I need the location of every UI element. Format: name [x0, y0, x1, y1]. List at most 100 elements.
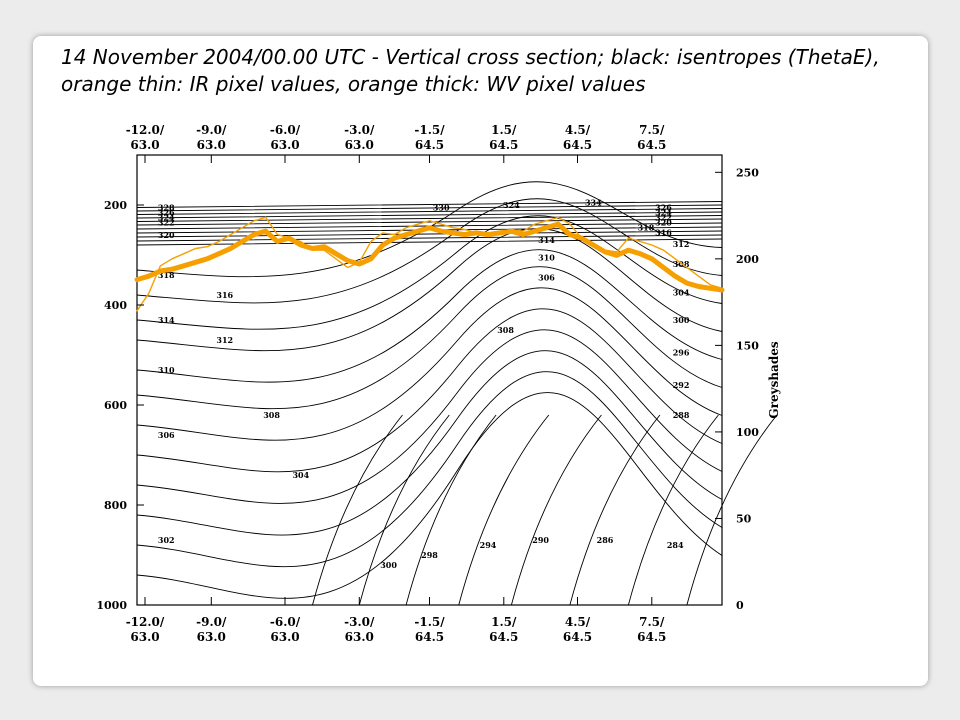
location-lon-label: -9.0/ [196, 123, 227, 137]
location-lat-label: 64.5 [637, 138, 666, 152]
location-lat-label: 64.5 [563, 138, 592, 152]
isentrope-label: 316 [216, 290, 233, 300]
left-tick-label: 600 [104, 399, 127, 412]
isentrope-label: 292 [673, 380, 690, 390]
location-lat-label: 63.0 [270, 138, 299, 152]
isentrope-low-5 [569, 414, 661, 606]
isentrope-label: 324 [503, 200, 520, 210]
isentrope-label: 322 [158, 218, 175, 228]
isentrope-label: 330 [433, 203, 450, 213]
location-lat-label: 63.0 [270, 630, 299, 644]
isentrope-label: 334 [585, 198, 602, 208]
isentrope-label: 320 [655, 218, 672, 228]
isentrope-label: 316 [655, 228, 672, 238]
isentrope-mid-11 [136, 392, 723, 599]
location-lon-label: -1.5/ [414, 615, 445, 629]
isentrope-upper-2 [136, 208, 723, 215]
isentrope-label: 296 [673, 348, 690, 358]
isentrope-low-1 [358, 414, 450, 606]
isentrope-label: 286 [597, 535, 614, 545]
location-lat-label: 63.0 [345, 630, 374, 644]
isentrope-label: 312 [216, 335, 233, 345]
top-x-axis: -12.0/63.0-9.0/63.0-6.0/63.0-3.0/63.0-1.… [126, 123, 666, 163]
isentrope-mid-6 [136, 287, 723, 441]
isentrope-label: 304 [292, 470, 309, 480]
location-lat-label: 64.5 [563, 630, 592, 644]
isentrope-label-group: 3283263243223203183163143123103083063043… [158, 198, 690, 571]
location-lat-label: 64.5 [489, 138, 518, 152]
isentrope-label: 314 [538, 235, 555, 245]
left-y-axis: 200 400 600 800 1000 [96, 199, 144, 612]
location-lon-label: 4.5/ [565, 615, 591, 629]
isentrope-mid-2 [136, 215, 723, 330]
isentrope-label: 306 [158, 430, 175, 440]
location-lon-label: 7.5/ [639, 123, 665, 137]
isentrope-label: 324 [158, 213, 175, 223]
location-lat-label: 64.5 [637, 630, 666, 644]
isentrope-upper-1 [136, 204, 723, 212]
location-lon-label: -12.0/ [126, 615, 165, 629]
right-tick-label: 150 [736, 339, 759, 352]
isentrope-upper-3 [136, 211, 723, 219]
isentrope-label: 310 [158, 365, 175, 375]
isentrope-label: 302 [158, 535, 175, 545]
right-tick-label: 50 [736, 512, 752, 525]
isentrope-lines [136, 181, 778, 606]
isentrope-low-7 [686, 414, 778, 606]
isentrope-low-2 [405, 414, 497, 606]
location-lat-label: 64.5 [415, 630, 444, 644]
isentrope-label: 326 [655, 203, 672, 213]
isentrope-label: 326 [158, 208, 175, 218]
right-tick-label: 0 [736, 599, 744, 612]
isentrope-low-4 [510, 414, 602, 606]
isentrope-upper-0 [136, 201, 723, 208]
location-lat-label: 63.0 [197, 138, 226, 152]
series-layer [134, 216, 725, 312]
isentrope-mid-0 [136, 181, 723, 278]
location-lon-label: -12.0/ [126, 123, 165, 137]
location-lon-label: 4.5/ [565, 123, 591, 137]
left-tick-label: 400 [104, 299, 127, 312]
left-tick-label: 800 [104, 499, 127, 512]
right-y-axis: 0 50 100 150 200 250 [715, 166, 759, 612]
location-lon-label: -3.0/ [344, 123, 375, 137]
isentrope-upper-10 [136, 238, 723, 246]
isentrope-label: 308 [263, 410, 280, 420]
location-lat-label: 63.0 [130, 630, 159, 644]
isentrope-mid-10 [136, 371, 723, 568]
right-tick-label: 250 [736, 166, 759, 179]
isentrope-mid-1 [136, 198, 723, 304]
isentrope-label: 294 [480, 540, 497, 550]
location-lon-label: 1.5/ [491, 615, 517, 629]
slide-panel [33, 36, 928, 686]
isentrope-label: 328 [158, 203, 175, 213]
isentrope-label: 308 [497, 325, 514, 335]
isentrope-low-0 [312, 414, 403, 606]
isentrope-mid-7 [136, 308, 723, 473]
right-axis-label: Greyshades [767, 341, 781, 418]
isentrope-label: 318 [638, 223, 655, 233]
location-lon-label: -1.5/ [414, 123, 445, 137]
isentrope-label: 310 [538, 253, 555, 263]
isentrope-label: 300 [673, 315, 690, 325]
isentrope-mid-3 [136, 228, 723, 352]
location-lat-label: 63.0 [345, 138, 374, 152]
isentrope-mid-8 [136, 329, 723, 504]
bottom-x-axis: -12.0/63.0-9.0/63.0-6.0/63.0-3.0/63.0-1.… [126, 597, 666, 644]
slide-title: 14 November 2004/00.00 UTC - Vertical cr… [61, 45, 880, 96]
isentrope-label: 288 [673, 410, 690, 420]
isentrope-label: 312 [673, 239, 690, 249]
location-lat-label: 64.5 [415, 138, 444, 152]
isentrope-label: 300 [380, 560, 397, 570]
right-tick-label: 200 [736, 253, 759, 266]
isentrope-mid-4 [136, 249, 723, 383]
isentrope-label: 306 [538, 273, 555, 283]
isentrope-label: 304 [673, 288, 690, 298]
location-lon-label: 1.5/ [491, 123, 517, 137]
left-tick-label: 1000 [96, 599, 127, 612]
isentrope-low-6 [627, 414, 719, 606]
location-lon-label: -9.0/ [196, 615, 227, 629]
wv-pixel-line [134, 221, 725, 293]
isentrope-label: 290 [532, 535, 549, 545]
